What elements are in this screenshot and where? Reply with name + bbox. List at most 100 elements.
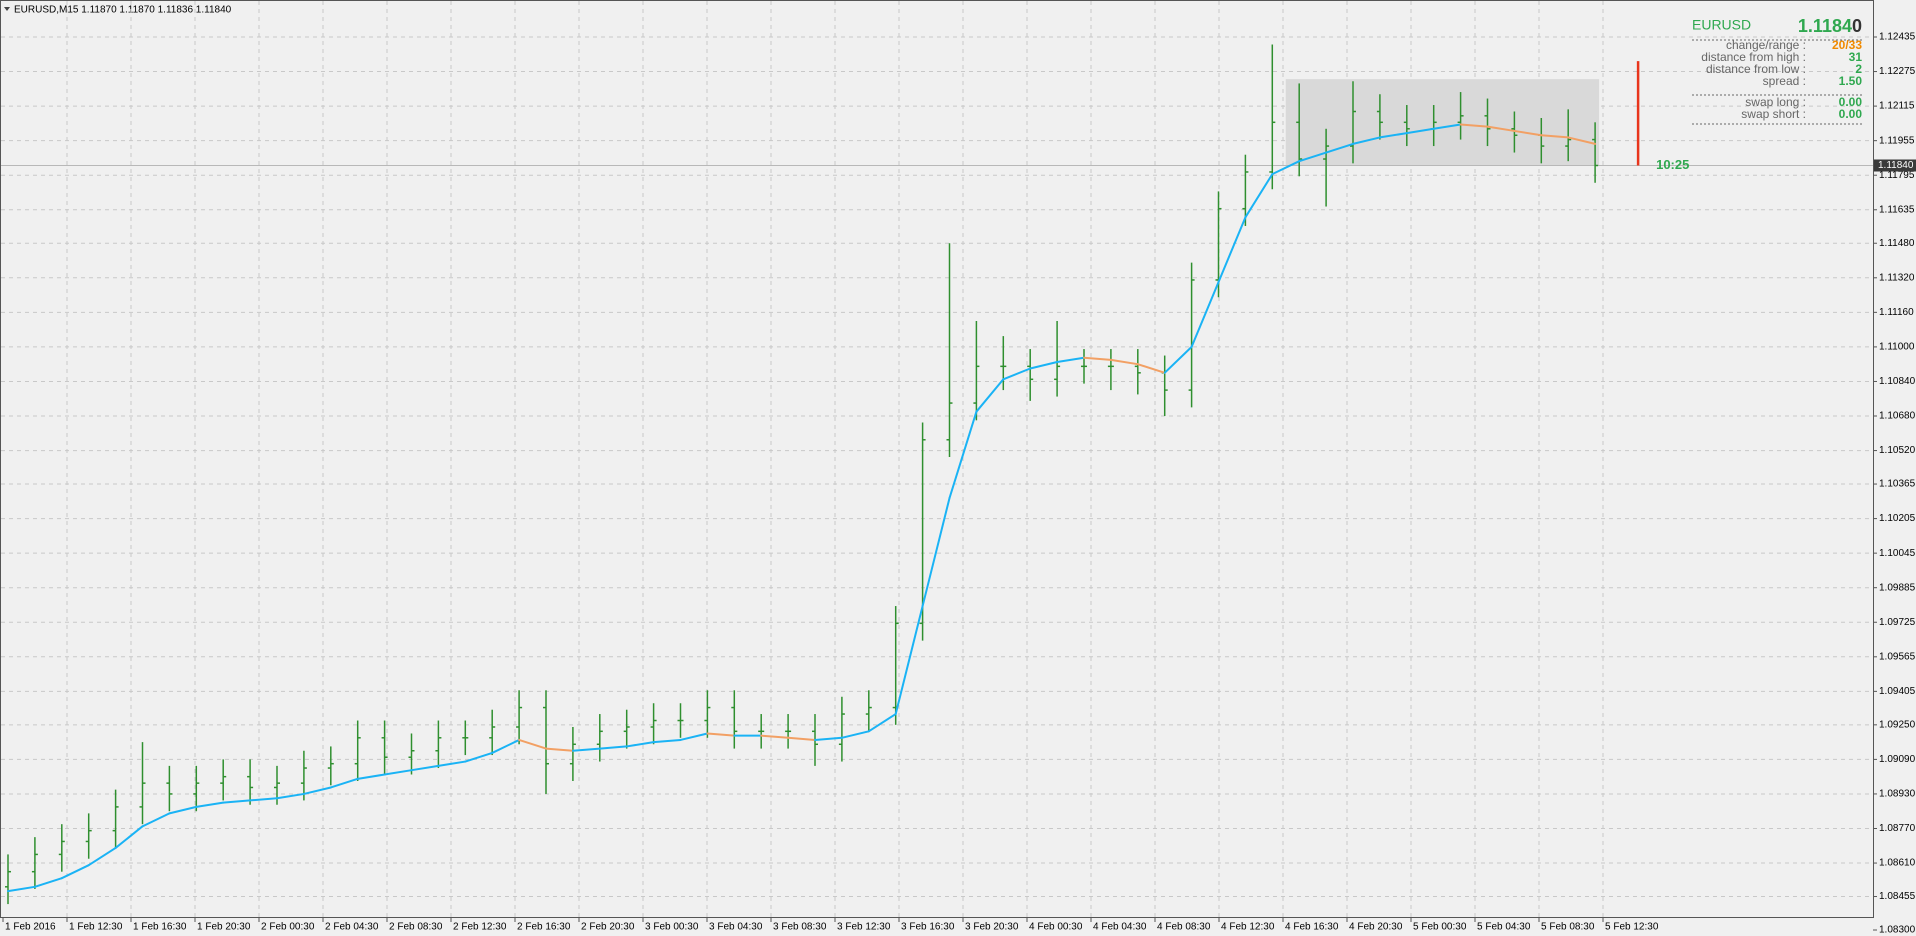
ma-segment: [1217, 216, 1247, 284]
y-tick-label: 1.08455: [1879, 891, 1916, 902]
ma-segment: [1325, 142, 1354, 154]
x-tick-label: 4 Feb 00:30: [1029, 922, 1083, 933]
ma-segment: [975, 378, 1005, 413]
panel-row-value: 0.00: [1839, 95, 1863, 109]
panel-row-label: change/range :: [1726, 38, 1806, 52]
x-tick-label: 5 Feb 04:30: [1477, 922, 1531, 933]
x-tick-label: 3 Feb 16:30: [901, 922, 955, 933]
ma-segment: [1029, 361, 1059, 370]
ma-segment: [1002, 367, 1032, 381]
ma-segment: [840, 730, 870, 739]
y-tick-label: 1.09250: [1879, 719, 1916, 730]
panel-row-label: distance from high :: [1701, 50, 1806, 64]
y-tick-label: 1.08770: [1879, 823, 1916, 834]
ma-segment: [410, 764, 440, 772]
y-tick-label: 1.11955: [1879, 135, 1915, 146]
x-tick-label: 2 Feb 08:30: [389, 922, 443, 933]
ma-segment: [168, 805, 198, 815]
x-tick-label: 1 Feb 2016: [5, 922, 56, 933]
ma-segment: [1378, 132, 1408, 139]
x-tick-label: 2 Feb 04:30: [325, 922, 379, 933]
x-tick-label: 1 Feb 12:30: [69, 922, 123, 933]
ma-segment: [356, 773, 386, 780]
ma-segment: [1109, 358, 1139, 366]
ma-segment: [948, 410, 978, 500]
ma-segment: [1352, 136, 1381, 145]
ma-segment: [329, 777, 359, 789]
y-tick-label: 1.08300: [1879, 925, 1916, 936]
menu-arrow[interactable]: [4, 7, 10, 11]
x-tick-label: 3 Feb 12:30: [837, 922, 891, 933]
ma-segment: [249, 797, 278, 802]
ma-segment: [1163, 345, 1193, 374]
y-tick-label: 1.08610: [1879, 858, 1916, 869]
y-tick-label: 1.12275: [1879, 66, 1916, 77]
x-tick-label: 4 Feb 12:30: [1221, 922, 1275, 933]
ma-segment: [1271, 160, 1301, 176]
ma-segment: [518, 738, 547, 750]
x-tick-label: 3 Feb 20:30: [965, 922, 1019, 933]
panel-price-part: 0: [1852, 16, 1862, 36]
ma-segment: [302, 786, 332, 795]
y-tick-label: 1.10045: [1879, 548, 1916, 559]
x-tick-label: 5 Feb 08:30: [1541, 922, 1595, 933]
ma-segment: [545, 747, 574, 752]
y-tick-label: 1.11320: [1879, 272, 1915, 283]
x-tick-label: 3 Feb 04:30: [709, 922, 763, 933]
timer: 10:25: [1656, 157, 1689, 172]
x-tick-label: 4 Feb 16:30: [1285, 922, 1339, 933]
x-tick-label: 2 Feb 00:30: [261, 922, 315, 933]
y-tick-label: 1.10205: [1879, 513, 1916, 524]
ma-segment: [1567, 136, 1597, 145]
panel-symbol: EURUSD: [1692, 17, 1751, 33]
ma-segment: [571, 747, 601, 752]
y-tick-label: 1.10680: [1879, 411, 1916, 422]
ma-segment: [437, 760, 467, 767]
x-tick-label: 2 Feb 20:30: [581, 922, 635, 933]
y-tick-label: 1.10365: [1879, 479, 1916, 490]
y-tick-label: 1.10840: [1879, 376, 1916, 387]
panel-row-label: spread :: [1763, 74, 1806, 88]
y-tick-label: 1.08930: [1879, 789, 1916, 800]
x-tick-label: 2 Feb 12:30: [453, 922, 507, 933]
x-tick-label: 1 Feb 16:30: [133, 922, 187, 933]
y-tick-label: 1.09565: [1879, 651, 1916, 662]
ma-segment: [33, 877, 63, 888]
ma-segment: [7, 885, 36, 893]
ma-segment: [1513, 129, 1543, 137]
x-tick-label: 5 Feb 12:30: [1605, 922, 1659, 933]
panel-row-label: swap long :: [1745, 95, 1806, 109]
ma-segment: [491, 738, 521, 754]
panel-price-part: 1.1184: [1798, 16, 1852, 36]
ma-segment: [1298, 151, 1328, 163]
ma-segment: [141, 812, 171, 828]
y-tick-label: 1.12435: [1879, 32, 1916, 43]
y-tick-label: 1.12115: [1879, 101, 1915, 112]
ma-segment: [114, 825, 144, 849]
y-tick-label: 1.11635: [1879, 204, 1915, 215]
ma-segment: [1405, 127, 1435, 135]
x-tick-label: 2 Feb 16:30: [517, 922, 571, 933]
ma-segment: [814, 736, 843, 741]
chart-title: EURUSD,M15 1.11870 1.11870 1.11836 1.118…: [14, 5, 232, 16]
y-tick-label: 1.09405: [1879, 686, 1916, 697]
y-tick-label: 1.11795: [1879, 170, 1915, 181]
panel-row-value: 2: [1855, 62, 1862, 76]
ma-segment: [464, 751, 494, 763]
y-tick-label: 1.10520: [1879, 445, 1916, 456]
ma-segment: [787, 736, 816, 741]
y-tick-label: 1.09090: [1879, 754, 1916, 765]
ma-segment: [1432, 123, 1462, 130]
ma-segment: [1056, 356, 1085, 364]
y-tick-label: 1.11160: [1879, 307, 1914, 318]
panel-row-value: 31: [1849, 50, 1863, 64]
ma-segment: [679, 732, 709, 741]
x-tick-label: 4 Feb 20:30: [1349, 922, 1403, 933]
y-tick-label: 1.09725: [1879, 617, 1916, 628]
x-tick-label: 5 Feb 00:30: [1413, 922, 1467, 933]
ma-segment: [625, 741, 655, 748]
y-tick-label: 1.11000: [1879, 342, 1915, 353]
ma-segment: [87, 846, 117, 867]
